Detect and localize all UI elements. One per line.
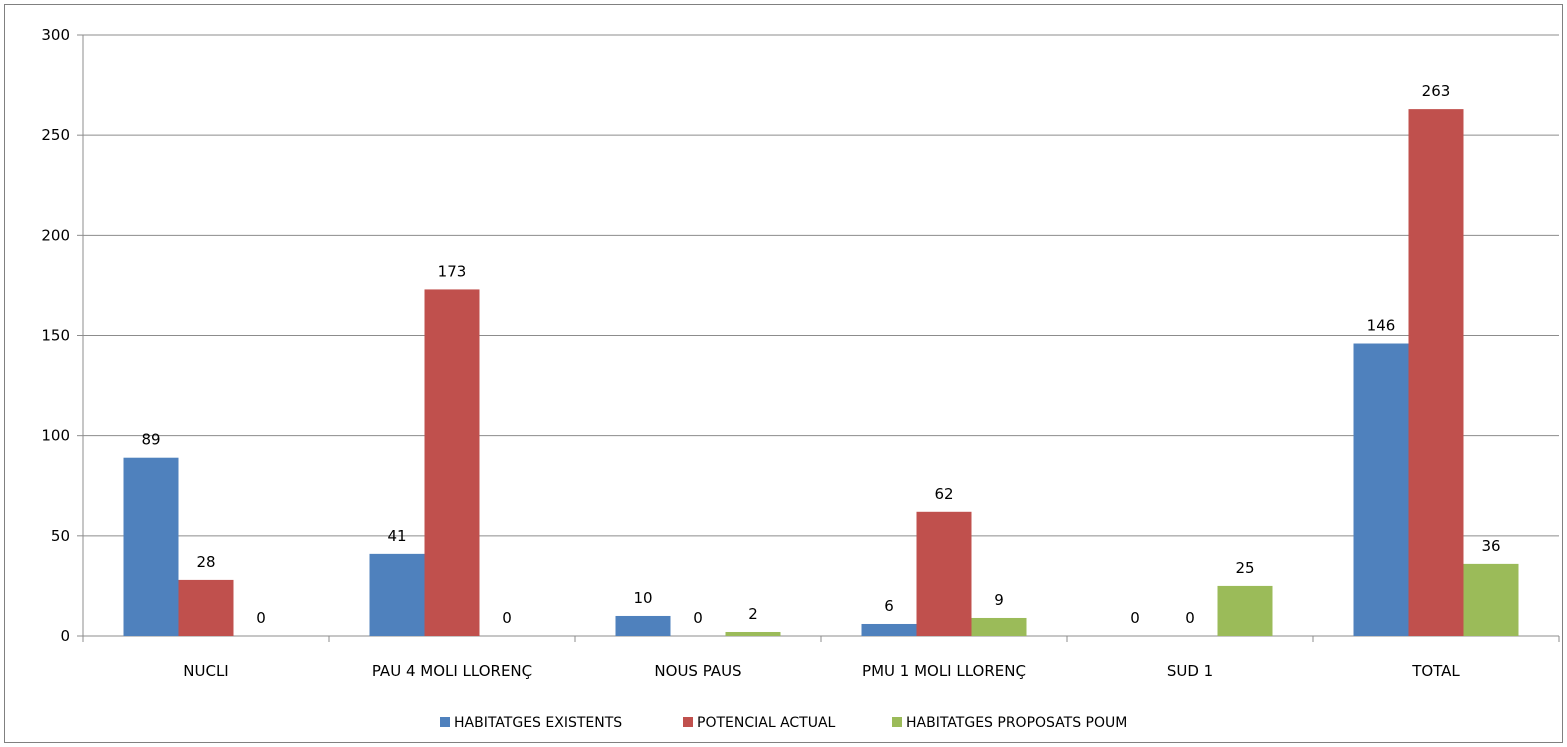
y-tick-label: 50 bbox=[51, 527, 70, 545]
x-tick-label: SUD 1 bbox=[1167, 662, 1213, 680]
bar bbox=[1408, 109, 1464, 636]
legend-swatch bbox=[683, 717, 693, 727]
legend-label: POTENCIAL ACTUAL bbox=[697, 715, 836, 731]
data-label: 28 bbox=[196, 553, 215, 571]
chart-frame bbox=[4, 4, 1563, 743]
data-label: 0 bbox=[693, 609, 703, 627]
data-label: 146 bbox=[1367, 317, 1396, 335]
x-tick-label: NUCLI bbox=[183, 662, 228, 680]
data-label: 173 bbox=[438, 262, 467, 280]
data-label: 41 bbox=[387, 527, 406, 545]
y-tick-label: 200 bbox=[41, 226, 70, 244]
bar bbox=[178, 579, 234, 636]
bar bbox=[369, 553, 425, 636]
bar bbox=[725, 631, 781, 636]
gridlines bbox=[83, 34, 1559, 537]
bar bbox=[916, 511, 972, 636]
data-label: 0 bbox=[1185, 609, 1195, 627]
x-tick-label: NOUS PAUS bbox=[654, 662, 741, 680]
bar bbox=[424, 289, 480, 636]
data-label: 0 bbox=[502, 609, 512, 627]
data-label: 10 bbox=[633, 589, 652, 607]
legend-swatch bbox=[440, 717, 450, 727]
data-label: 0 bbox=[1130, 609, 1140, 627]
bar bbox=[1463, 563, 1519, 636]
bar bbox=[861, 623, 917, 636]
y-tick-label: 250 bbox=[41, 126, 70, 144]
bar bbox=[123, 457, 179, 636]
legend-swatch bbox=[892, 717, 902, 727]
y-tick-label: 150 bbox=[41, 327, 70, 345]
data-label: 2 bbox=[748, 605, 758, 623]
data-label: 0 bbox=[256, 609, 266, 627]
data-label: 25 bbox=[1235, 559, 1254, 577]
y-tick-label: 100 bbox=[41, 427, 70, 445]
legend-label: HABITATGES EXISTENTS bbox=[454, 715, 622, 731]
data-label: 9 bbox=[994, 591, 1004, 609]
legend-label: HABITATGES PROPOSATS POUM bbox=[906, 715, 1127, 731]
data-label: 62 bbox=[934, 485, 953, 503]
data-label: 6 bbox=[884, 597, 894, 615]
data-label: 263 bbox=[1422, 82, 1451, 100]
data-label: 89 bbox=[141, 431, 160, 449]
legend: HABITATGES EXISTENTS POTENCIAL ACTUAL HABI… bbox=[440, 715, 1127, 731]
bars bbox=[123, 109, 1519, 636]
bar bbox=[1217, 585, 1273, 636]
bar bbox=[1353, 343, 1409, 636]
x-tick-label: PAU 4 MOLI LLORENÇ bbox=[372, 662, 532, 680]
x-tick-label: TOTAL bbox=[1411, 662, 1460, 680]
x-tick-label: PMU 1 MOLI LLORENÇ bbox=[862, 662, 1026, 680]
y-tick-label: 300 bbox=[41, 26, 70, 44]
y-tick-label: 0 bbox=[60, 627, 70, 645]
bar bbox=[971, 617, 1027, 636]
bar bbox=[615, 615, 671, 636]
data-label: 36 bbox=[1481, 537, 1500, 555]
data-labels: 89 41 10 6 0 146 28 173 0 62 0 263 0 0 2 9 25 36 bbox=[141, 82, 1500, 627]
